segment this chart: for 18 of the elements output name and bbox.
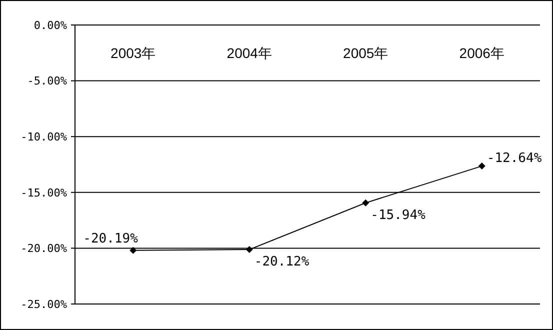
y-tick-label: -5.00% [27, 74, 68, 88]
data-label: -15.94% [370, 208, 426, 223]
point [130, 246, 137, 254]
y-tick-label: -20.00% [20, 242, 68, 256]
y-tick-label: -25.00% [20, 298, 68, 311]
point [246, 246, 253, 254]
y-tick-label: 0.00% [34, 18, 68, 32]
data-label: -20.19% [83, 231, 138, 246]
y-tick-label: -15.00% [20, 186, 68, 200]
point [362, 199, 370, 206]
point [478, 162, 486, 170]
data-label: -12.64% [486, 151, 542, 166]
x-tick-label: 2005年 [343, 45, 388, 61]
x-tick-label: 2006年 [459, 45, 504, 61]
x-tick-label: 2004年 [226, 45, 272, 61]
y-tick-label: -10.00% [20, 130, 68, 144]
x-tick-label: 2003年 [110, 45, 156, 61]
data-label: -20.12% [254, 254, 310, 270]
